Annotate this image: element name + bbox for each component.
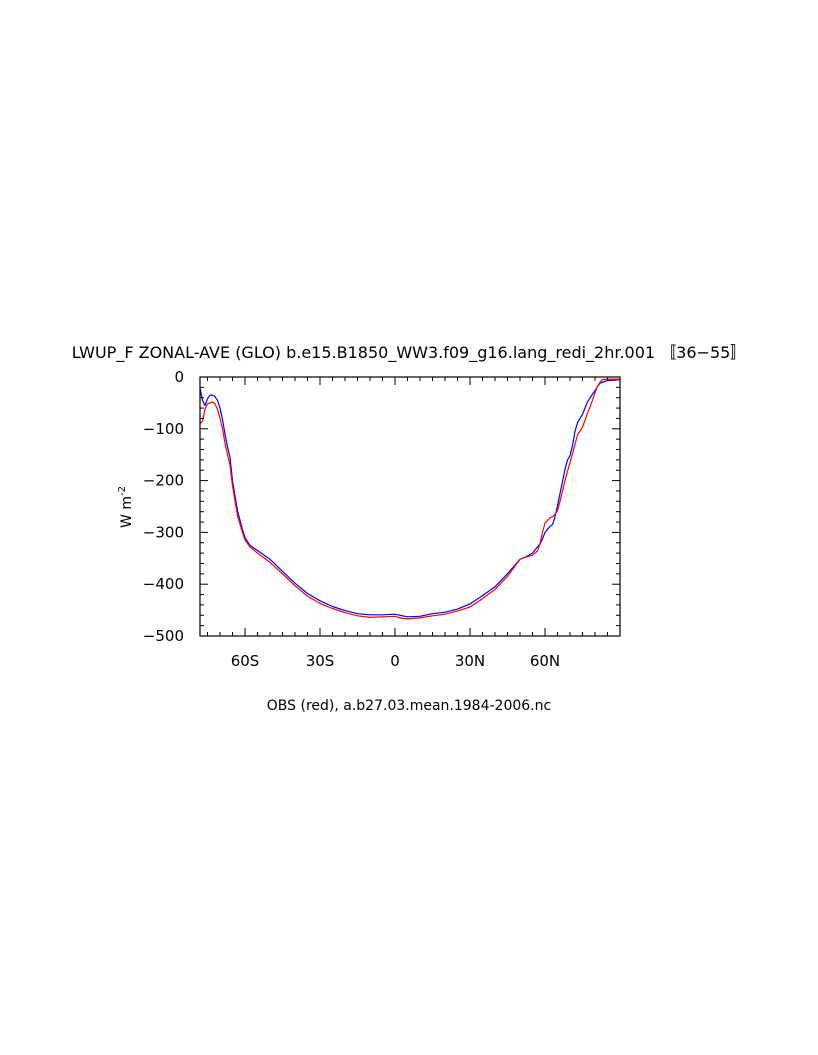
series-line-model: [199, 379, 621, 618]
x-tick-label: 0: [390, 652, 400, 670]
x-tick-label: 60S: [231, 652, 260, 670]
series-layer: [199, 378, 621, 620]
y-tick-label: 0: [174, 368, 184, 386]
y-tick-label: −400: [143, 575, 184, 593]
ticks-layer: 60S 30S 0 30N 60N 0 −100 −200 −300 −400 −500: [143, 368, 620, 670]
y-tick-label: −100: [143, 420, 184, 438]
y-tick-label: −500: [143, 627, 184, 645]
plot-frame: [199, 376, 621, 637]
y-tick-label: −300: [143, 523, 184, 541]
x-tick-label: 30S: [306, 652, 335, 670]
y-tick-label: −200: [143, 472, 184, 490]
series-line-obs: [199, 378, 620, 620]
chart-subtitle: OBS (red), a.b27.03.mean.1984-2006.nc: [267, 698, 551, 714]
chart-title: LWUP_F ZONAL-AVE (GLO) b.e15.B1850_WW3.f…: [72, 343, 747, 363]
y-axis-label: W m-2: [117, 486, 135, 528]
x-tick-label: 30N: [455, 652, 485, 670]
x-tick-label: 60N: [530, 652, 560, 670]
